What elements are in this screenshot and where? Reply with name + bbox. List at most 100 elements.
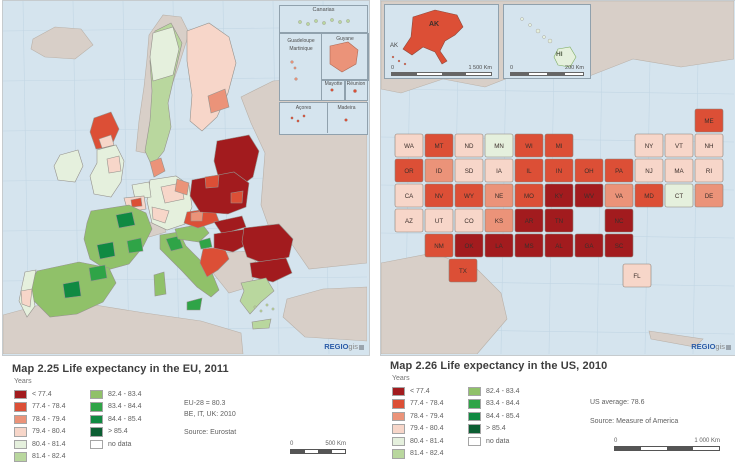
us-source: Source: Measure of America [590,417,678,428]
legend-swatch [392,437,405,447]
legend-item: > 85.4 [90,426,141,439]
legend-item: 80.4 - 81.4 [14,438,65,451]
state-label-LA: LA [495,243,503,250]
canarias-island [338,20,341,23]
reunion-label: Réunion [345,81,367,87]
legend-label: 80.4 - 81.4 [32,441,65,448]
legend-label: 79.4 - 80.4 [32,428,65,435]
state-label-WY: WY [464,193,474,200]
legend-item: 84.4 - 85.4 [90,413,141,426]
state-label-MI: MI [556,143,563,150]
legend-years-title: Years [392,375,410,382]
legend-label: < 77.4 [410,388,430,395]
hawaii-island [521,18,524,21]
reunion-box: Réunion [344,79,368,101]
legend-swatch [392,424,405,434]
legend-label: 78.4 - 79.4 [410,413,443,420]
state-label-GA: GA [585,243,595,250]
state-label-ND: ND [465,143,474,150]
legend-label: 79.4 - 80.4 [410,425,443,432]
state-label-MA: MA [674,168,684,175]
region-spain-ne [89,265,107,281]
legend-item: 82.4 - 83.4 [90,388,141,401]
state-label-PA: PA [615,168,624,175]
region-greece [240,278,274,314]
legend-item: < 77.4 [392,385,443,398]
legend-swatch [392,399,405,409]
canarias-island [330,18,333,21]
state-label-KY: KY [555,193,563,200]
legend-item: 81.4 - 82.4 [14,451,65,463]
legend-item: 83.4 - 84.4 [90,401,141,414]
legend-swatch [468,437,481,447]
legend-swatch [468,412,481,422]
legend-years-title: Years [14,378,32,385]
eu-scale-segments [290,449,346,454]
region-iceland [31,27,93,59]
legend-swatch [468,387,481,397]
legend-swatch [392,449,405,459]
regio-watermark-bold: REGIO [691,342,715,351]
legend-label: 81.4 - 82.4 [410,450,443,457]
legend-item: 78.4 - 79.4 [392,410,443,423]
us-map-title: Map 2.26 Life expectancy in the US, 2010 [390,360,735,372]
state-label-WA: WA [404,143,415,150]
legend-label: no data [486,438,509,445]
mayotte-label: Mayotte [322,81,345,87]
legend-item: 78.4 - 79.4 [14,413,65,426]
alaska-side-label: AK [390,43,398,49]
state-label-MS: MS [524,243,533,250]
hawaii-island [529,24,532,27]
legend-swatch [14,402,27,412]
legend-label: > 85.4 [108,428,128,435]
state-label-ID: ID [436,168,443,175]
hawaii-island [536,29,540,33]
legend-swatch [468,424,481,434]
eu-average-note: EU-28 = 80.3 [184,399,236,410]
acores-island [291,117,293,119]
region-greek-island [266,304,268,306]
region-poland-nw [205,175,219,188]
state-label-SC: SC [615,243,624,250]
alaska-shape [403,10,463,64]
legend-swatch [90,415,103,425]
legend-label: 81.4 - 82.4 [32,453,65,460]
state-label-MD: MD [644,193,654,200]
region-france-idf [116,212,135,228]
legend-swatch [90,427,103,437]
region-turkey [283,287,367,341]
mexico [381,253,507,354]
mayotte-box: Mayotte [321,79,346,101]
state-label-IA: IA [496,168,503,175]
region-ireland [54,150,83,182]
legend-label: 82.4 - 83.4 [486,388,519,395]
inset-west-indies: Guadeloupe Martinique Guyane Mayotte Réu… [279,33,368,101]
eu-scale-max: 500 Km [325,441,346,447]
hawaii-island [548,39,552,43]
legend-swatch [14,452,27,462]
state-label-WV: WV [584,193,595,200]
region-greek-island [272,308,274,310]
legend-swatch [14,427,27,437]
state-label-IL: IL [526,168,532,175]
legend-item: 84.4 - 85.4 [468,410,519,423]
state-label-MO: MO [524,193,534,200]
canarias-island [322,21,325,24]
region-greek-island [254,306,256,308]
state-label-NH: NH [705,143,714,150]
graticule-line [123,1,129,354]
legend-item: no data [90,438,141,451]
state-label-AL: AL [555,243,563,250]
legend-label: no data [108,441,131,448]
state-label-OH: OH [584,168,593,175]
legend-swatch [468,399,481,409]
region-greek-island [260,310,262,312]
eu-map-title: Map 2.25 Life expectancy in the EU, 2011 [12,363,368,375]
legend-swatch [392,412,405,422]
